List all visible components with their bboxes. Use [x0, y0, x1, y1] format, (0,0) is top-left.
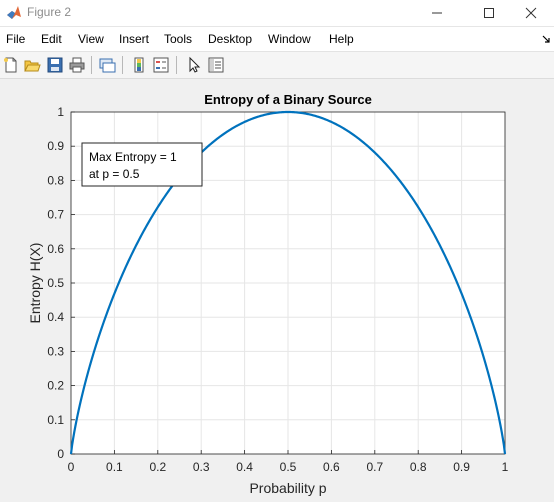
y-tick-label: 0 — [57, 447, 64, 461]
toolbar — [0, 52, 554, 79]
x-tick-label: 0.7 — [366, 460, 383, 474]
toolbar-separator — [91, 56, 92, 74]
maximize-button[interactable] — [466, 0, 512, 26]
open-file-icon[interactable] — [23, 56, 41, 74]
y-tick-label: 0.1 — [47, 413, 64, 427]
y-tick-label: 0.6 — [47, 242, 64, 256]
window-title: Figure 2 — [27, 5, 72, 19]
title-bar: Figure 2 — [0, 0, 554, 27]
toolbar-separator — [176, 56, 177, 74]
matlab-icon — [7, 6, 21, 19]
menu-file[interactable]: File — [6, 32, 26, 46]
dock-arrow-icon[interactable] — [541, 34, 551, 44]
save-icon[interactable] — [46, 56, 64, 74]
plot-canvas: Entropy of a Binary Source 0 0.1 0.2 0.3 0.4… — [27, 92, 509, 496]
y-tick-label: 0.2 — [47, 379, 64, 393]
annotation-line-2: at p = 0.5 — [89, 167, 140, 181]
insert-colorbar-icon[interactable] — [130, 56, 148, 74]
chart-title: Entropy of a Binary Source — [204, 92, 372, 107]
menu-insert[interactable]: Insert — [119, 32, 150, 46]
menu-tools[interactable]: Tools — [164, 32, 193, 46]
y-tick-label: 1 — [57, 105, 64, 119]
y-axis-ticks: 0 0.1 0.2 0.3 0.4 0.5 0.6 0.7 0.8 0.9 1 — [47, 105, 75, 461]
close-button[interactable] — [508, 0, 554, 26]
minimize-icon — [432, 12, 442, 14]
edit-plot-icon[interactable] — [185, 56, 203, 74]
x-tick-label: 0.2 — [149, 460, 166, 474]
x-tick-label: 0.8 — [410, 460, 427, 474]
x-tick-label: 0.5 — [280, 460, 297, 474]
menu-window[interactable]: Window — [268, 32, 311, 46]
entropy-curve — [69, 110, 507, 455]
annotation-box[interactable]: Max Entropy = 1 at p = 0.5 — [81, 142, 203, 187]
toolbar-separator — [122, 56, 123, 74]
link-plot-icon[interactable] — [98, 56, 116, 74]
property-inspector-icon[interactable] — [207, 56, 225, 74]
x-axis-ticks: 0 0.1 0.2 0.3 0.4 0.5 0.6 0.7 0.8 0.9 1 — [68, 450, 509, 474]
minimize-button[interactable] — [414, 0, 460, 26]
menu-view[interactable]: View — [78, 32, 104, 46]
y-tick-label: 0.7 — [47, 208, 64, 222]
x-tick-label: 0.4 — [236, 460, 253, 474]
new-figure-icon[interactable] — [2, 56, 20, 74]
print-icon[interactable] — [68, 56, 86, 74]
menu-bar: File Edit View Insert Tools Desktop Wind… — [0, 27, 554, 52]
x-tick-label: 0.6 — [323, 460, 340, 474]
close-icon — [525, 7, 537, 19]
annotation-line-1: Max Entropy = 1 — [89, 150, 177, 164]
y-axis-label: Entropy H(X) — [27, 243, 43, 324]
menu-desktop[interactable]: Desktop — [208, 32, 253, 46]
x-tick-label: 0.1 — [106, 460, 123, 474]
y-tick-label: 0.8 — [47, 173, 64, 187]
figure-canvas: Entropy of a Binary Source 0 0.1 0.2 0.3 0.4… — [0, 79, 554, 497]
menu-edit[interactable]: Edit — [41, 32, 62, 46]
insert-legend-icon[interactable] — [152, 56, 170, 74]
x-tick-label: 1 — [502, 460, 509, 474]
y-tick-label: 0.5 — [47, 276, 64, 290]
y-tick-label: 0.3 — [47, 344, 64, 358]
maximize-icon — [484, 8, 494, 18]
x-tick-label: 0 — [68, 460, 75, 474]
x-tick-label: 0.9 — [453, 460, 470, 474]
x-axis-label: Probability p — [249, 480, 326, 496]
x-tick-label: 0.3 — [193, 460, 210, 474]
y-tick-label: 0.9 — [47, 139, 64, 153]
menu-help[interactable]: Help — [329, 32, 354, 46]
y-tick-label: 0.4 — [47, 310, 64, 324]
